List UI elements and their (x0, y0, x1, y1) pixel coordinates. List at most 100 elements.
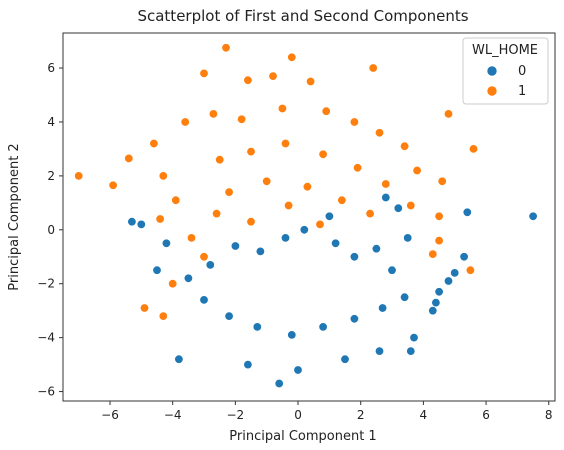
data-point-series-1 (374, 128, 384, 138)
data-point-series-1 (365, 209, 375, 219)
data-point-series-1 (208, 109, 218, 119)
data-point-series-1 (243, 75, 253, 85)
x-axis: −6 −4 −2 0 2 4 6 8 (101, 401, 553, 422)
legend-title: WL_HOME (472, 43, 538, 58)
data-point-series-0 (428, 306, 438, 316)
data-point-series-0 (409, 333, 419, 343)
data-point-series-0 (462, 207, 472, 217)
data-point-series-1 (168, 279, 178, 289)
x-tick-label: 4 (420, 408, 428, 422)
data-point-series-0 (299, 225, 309, 235)
data-point-series-1 (434, 211, 444, 221)
data-point-series-1 (246, 217, 256, 227)
chart-title: Scatterplot of First and Second Componen… (137, 7, 468, 25)
data-point-series-1 (215, 155, 225, 165)
data-point-series-0 (528, 211, 538, 221)
y-tick-label: 0 (47, 223, 55, 237)
data-point-series-1 (149, 139, 159, 149)
data-point-series-1 (124, 153, 134, 163)
data-point-series-0 (459, 252, 469, 262)
x-tick-label: 8 (545, 408, 553, 422)
data-point-series-1 (280, 139, 290, 149)
data-point-series-1 (199, 252, 209, 262)
data-point-series-1 (465, 265, 475, 275)
data-point-series-0 (349, 252, 359, 262)
x-tick-label: −2 (227, 408, 245, 422)
data-point-series-0 (393, 203, 403, 213)
data-point-series-1 (262, 176, 272, 186)
data-point-series-1 (187, 233, 197, 243)
data-point-series-1 (321, 106, 331, 116)
y-tick-label: −2 (37, 277, 55, 291)
data-point-series-1 (400, 141, 410, 151)
data-point-series-1 (221, 43, 231, 53)
x-tick-label: 0 (294, 408, 302, 422)
x-tick-label: −6 (101, 408, 119, 422)
data-point-series-1 (353, 163, 363, 173)
data-point-series-1 (199, 68, 209, 78)
data-point-series-0 (318, 322, 328, 332)
data-point-series-0 (152, 265, 162, 275)
data-point-series-1 (212, 209, 222, 219)
data-point-series-0 (331, 238, 341, 248)
plot-frame (62, 32, 556, 402)
data-point-series-0 (434, 287, 444, 297)
data-point-series-1 (302, 182, 312, 192)
data-point-series-0 (450, 268, 460, 278)
data-point-series-1 (368, 63, 378, 73)
data-point-series-1 (306, 77, 316, 87)
x-tick-label: 6 (482, 408, 490, 422)
y-axis: −6 −4 −2 0 2 4 6 (37, 61, 63, 399)
data-point-series-0 (287, 330, 297, 340)
legend: WL_HOME 0 1 (462, 37, 549, 105)
data-point-series-0 (224, 311, 234, 321)
x-tick-label: −4 (164, 408, 182, 422)
data-point-series-1 (180, 117, 190, 127)
y-tick-label: −4 (37, 331, 55, 345)
x-tick-label: 2 (357, 408, 365, 422)
data-point-series-1 (412, 166, 422, 176)
data-point-series-0 (280, 233, 290, 243)
data-point-series-0 (349, 314, 359, 324)
data-point-series-1 (268, 71, 278, 81)
data-point-series-0 (243, 360, 253, 370)
legend-label-0: 0 (518, 64, 526, 79)
data-point-series-1 (287, 52, 297, 62)
data-point-series-1 (443, 109, 453, 119)
y-tick-label: 2 (47, 169, 55, 183)
data-point-series-1 (246, 147, 256, 157)
data-point-series-0 (387, 265, 397, 275)
data-point-series-0 (431, 298, 441, 308)
data-point-series-0 (403, 233, 413, 243)
data-point-series-1 (315, 219, 325, 229)
data-point-series-1 (74, 171, 84, 181)
data-point-series-1 (158, 171, 168, 181)
x-axis-label: Principal Component 1 (229, 429, 376, 444)
y-tick-label: −6 (37, 385, 55, 399)
data-point-series-0 (381, 193, 391, 203)
legend-marker-0 (486, 65, 498, 77)
data-point-series-1 (349, 117, 359, 127)
legend-marker-1 (486, 85, 498, 97)
data-point-series-1 (237, 114, 247, 124)
data-point-series-0 (127, 217, 137, 227)
data-point-series-0 (374, 346, 384, 356)
points-layer (74, 43, 538, 388)
data-point-series-0 (199, 295, 209, 305)
data-point-series-1 (337, 195, 347, 205)
data-point-series-1 (381, 179, 391, 189)
data-point-series-0 (293, 365, 303, 375)
data-point-series-0 (274, 378, 284, 388)
data-point-series-0 (340, 354, 350, 364)
data-point-series-0 (371, 244, 381, 254)
data-point-series-1 (158, 311, 168, 321)
y-tick-label: 6 (47, 61, 55, 75)
data-point-series-0 (324, 211, 334, 221)
data-point-series-1 (277, 104, 287, 114)
data-point-series-0 (136, 219, 146, 229)
data-point-series-0 (255, 246, 265, 256)
data-point-series-0 (400, 292, 410, 302)
data-point-series-1 (406, 201, 416, 211)
data-point-series-0 (174, 354, 184, 364)
